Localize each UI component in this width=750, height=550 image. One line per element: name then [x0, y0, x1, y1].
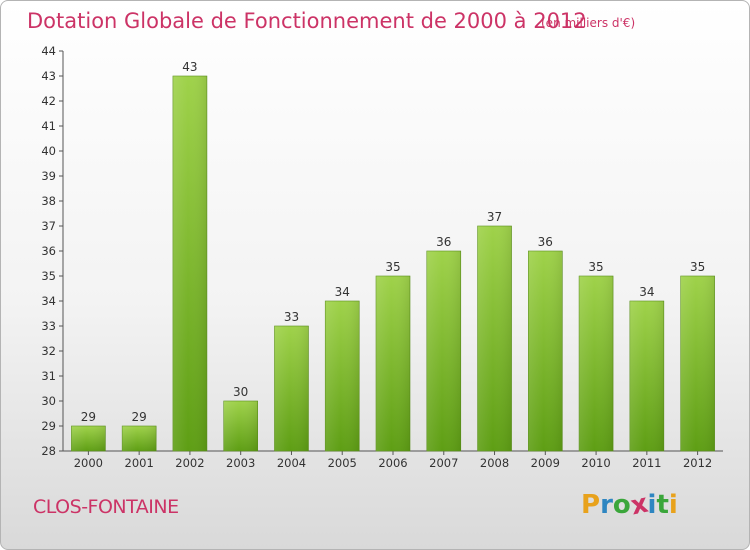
- logo-letter: r: [600, 490, 613, 520]
- chart-subtitle: (en milliers d'€): [541, 16, 636, 30]
- y-tick-label: 30: [41, 394, 56, 408]
- logo-letter: t: [656, 490, 669, 520]
- x-tick-label-2011: 2011: [632, 456, 661, 470]
- x-tick-label-2003: 2003: [226, 456, 255, 470]
- logo-letter: i: [647, 490, 657, 520]
- town-name: CLOS-FONTAINE: [33, 496, 179, 518]
- x-tick-label-2004: 2004: [277, 456, 306, 470]
- bar-shine-2009: [528, 251, 563, 451]
- x-tick-label-2012: 2012: [683, 456, 712, 470]
- x-tick-label-2006: 2006: [378, 456, 407, 470]
- chart-bars: [71, 75, 715, 452]
- data-label-2005: 34: [335, 285, 350, 299]
- y-tick-label: 37: [41, 219, 56, 233]
- chart-axes: 28 29 30 31 32 33 34 35 36 37 38 39 40 41 42 43 44 2000 20…: [41, 44, 723, 470]
- chart-title: Dotation Globale de Fonctionnement de 20…: [27, 9, 587, 33]
- y-tick-label: 43: [41, 69, 56, 83]
- y-tick-label: 29: [41, 419, 56, 433]
- y-tick-label: 32: [41, 344, 56, 358]
- bar-shine-2012: [680, 276, 715, 451]
- bar-shine-2002: [172, 76, 207, 451]
- bar-shine-2005: [325, 301, 360, 451]
- x-tick-label-2002: 2002: [175, 456, 204, 470]
- data-label-2000: 29: [81, 410, 96, 424]
- bar-shine-2004: [274, 326, 309, 451]
- bar-shine-2007: [426, 251, 461, 451]
- y-tick-label: 40: [41, 144, 56, 158]
- x-tick-label-2008: 2008: [480, 456, 509, 470]
- proxiti-logo[interactable]: Proxiti: [581, 489, 678, 522]
- data-label-2011: 34: [639, 285, 654, 299]
- bar-shine-2010: [579, 276, 614, 451]
- x-tick-label-2000: 2000: [74, 456, 103, 470]
- data-label-2004: 33: [284, 310, 299, 324]
- bar-shine-2006: [376, 276, 410, 451]
- y-tick-label: 28: [41, 444, 56, 458]
- bar-shine-2011: [629, 301, 664, 451]
- data-label-2009: 36: [538, 235, 553, 249]
- bar-shine-2003: [223, 401, 258, 451]
- bar-shine-2008: [477, 226, 512, 451]
- x-tick-label-2001: 2001: [125, 456, 154, 470]
- y-tick-label: 42: [41, 94, 56, 108]
- data-label-2007: 36: [436, 235, 451, 249]
- logo-letter: o: [612, 490, 631, 520]
- data-label-2002: 43: [182, 60, 197, 74]
- y-tick-label: 38: [41, 194, 56, 208]
- logo-letter: i: [668, 490, 678, 520]
- bar-shine-2000: [71, 426, 106, 451]
- data-label-2006: 35: [385, 260, 400, 274]
- y-tick-label: 35: [41, 269, 56, 283]
- x-tick-label-2007: 2007: [429, 456, 458, 470]
- x-tick-label-2009: 2009: [531, 456, 560, 470]
- logo-letter: P: [581, 490, 601, 520]
- y-tick-label: 44: [41, 44, 56, 58]
- y-tick-label: 36: [41, 244, 56, 258]
- data-label-2001: 29: [132, 410, 147, 424]
- x-tick-label-2005: 2005: [328, 456, 357, 470]
- chart-data-labels: 29 29 43 30 33 34 35 36 37 36 35 34 35: [81, 60, 706, 424]
- y-tick-label: 39: [41, 169, 56, 183]
- data-label-2003: 30: [233, 385, 248, 399]
- data-label-2012: 35: [690, 260, 705, 274]
- y-tick-label: 33: [41, 319, 56, 333]
- bar-shine-2001: [122, 426, 157, 451]
- data-label-2008: 37: [487, 210, 502, 224]
- y-tick-label: 41: [41, 119, 56, 133]
- y-tick-label: 34: [41, 294, 56, 308]
- x-tick-label-2010: 2010: [581, 456, 610, 470]
- y-tick-label: 31: [41, 369, 56, 383]
- data-label-2010: 35: [588, 260, 603, 274]
